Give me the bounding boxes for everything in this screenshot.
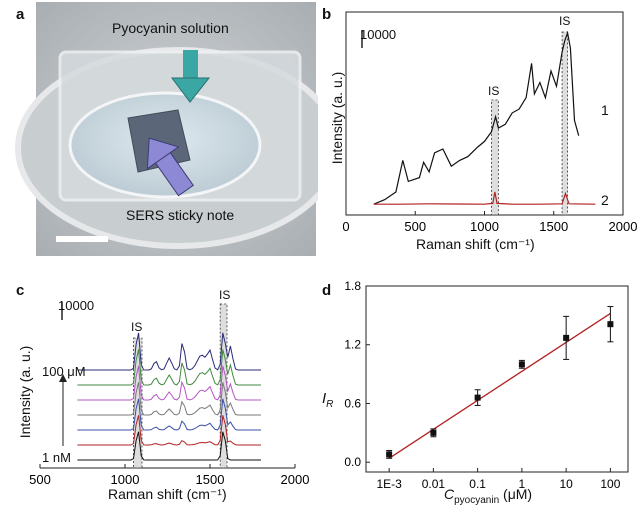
c-is-label-2: IS: [219, 288, 231, 302]
d-y-tick-label: 0.0: [344, 455, 361, 469]
c-series-line: [77, 349, 261, 386]
c-top-conc: 100 μM: [42, 364, 86, 379]
b-ylabel: Intensity (a. u.): [329, 71, 345, 165]
panel-c-label: c: [16, 282, 25, 299]
c-is-label-1: IS: [131, 320, 143, 334]
b-x-tick-label: 1000: [470, 219, 499, 234]
b-is-label-2: IS: [559, 14, 571, 28]
b-is-band: [491, 99, 499, 216]
b-is-label-1: IS: [488, 84, 500, 98]
b-series-line: [373, 191, 596, 205]
d-fit-line: [388, 312, 611, 459]
c-bottom-conc: 1 nM: [42, 450, 71, 465]
c-series-line: [77, 431, 261, 461]
c-series-line: [77, 365, 261, 401]
b-trace-label-2: 2: [601, 192, 609, 208]
d-x-tick-label: 1: [519, 477, 526, 491]
b-xlabel: Raman shift (cm⁻¹): [416, 236, 535, 252]
d-x-tick-label: 0.01: [422, 477, 446, 491]
c-scale-bar-label: 10000: [58, 298, 95, 313]
panel-d-label: d: [322, 282, 332, 299]
d-x-tick-label: 100: [600, 477, 620, 491]
c-series-line: [77, 415, 261, 446]
scale-bar: [56, 236, 108, 242]
b-series-line: [373, 30, 580, 205]
d-x-tick-label: 0.1: [469, 477, 486, 491]
c-ylabel: Intensity (a. u.): [17, 345, 33, 439]
chart-d: 1E-3 0.01 0.1 1 10 100 0.0 0.6 1.2 1.8: [344, 279, 629, 491]
c-series-line: [77, 332, 261, 371]
d-y-tick-label: 1.8: [344, 279, 361, 293]
c-xlabel: Raman shift (cm⁻¹): [108, 486, 227, 502]
d-x-tick-label: 10: [559, 477, 573, 491]
d-y-tick-label: 0.6: [344, 396, 361, 410]
d-ylabel-main: I: [322, 390, 327, 407]
d-plot-frame: [365, 285, 629, 473]
lavender-arrow-icon: [146, 137, 194, 197]
d-xlabel-sub: pyocyanin: [454, 494, 500, 506]
d-data-point: [563, 334, 570, 341]
panel-a: a Pyocyanin solution SERS st: [0, 0, 318, 258]
d-ylabel: IR: [322, 390, 333, 410]
d-data-point: [430, 429, 437, 436]
c-series-line: [77, 398, 261, 431]
sers-photo: [15, 2, 318, 256]
d-xlabel-unit: (μM): [499, 486, 533, 502]
chart-b: 0 500 1000 1500 2000: [342, 11, 638, 234]
d-x-tick-label: 1E-3: [376, 477, 402, 491]
panel-d: d 1E-3 0.01 0.1 1 10 100 0.0 0.6 1.2 1.8 IR Cpyoc…: [318, 258, 638, 509]
d-data-point: [518, 361, 525, 368]
d-data-point: [607, 321, 614, 328]
c-conc-arrowhead: [59, 374, 67, 382]
callout-sticky-note: SERS sticky note: [126, 207, 235, 223]
c-series-line: [77, 382, 261, 416]
d-xlabel-main: C: [444, 486, 455, 502]
panel-b-label: b: [322, 6, 332, 23]
callout-pyocyanin: Pyocyanin solution: [112, 20, 229, 36]
teal-arrow-icon: [171, 50, 211, 103]
b-x-tick-label: 0: [342, 219, 349, 234]
d-xlabel: Cpyocyanin (μM): [444, 486, 532, 506]
b-trace-label-1: 1: [601, 102, 609, 118]
b-is-band: [561, 31, 568, 216]
d-data-point: [474, 394, 481, 401]
b-scale-bar-label: 10000: [360, 27, 397, 42]
c-x-tick-label: 2000: [281, 472, 310, 487]
panel-c: c 500 1000 1500 2000 10000 IS IS 100 μM 1 n…: [0, 258, 318, 509]
d-data-point: [386, 451, 393, 458]
d-y-tick-label: 1.2: [344, 338, 361, 352]
b-x-tick-label: 2000: [609, 219, 638, 234]
chart-c: 500 1000 1500 2000: [29, 302, 310, 487]
b-plot-frame: [345, 11, 624, 216]
b-x-tick-label: 500: [404, 219, 426, 234]
panel-b: b 0 500 1000 1500 2000 10000 IS IS 1 2 Inten…: [318, 0, 638, 258]
c-x-tick-label: 500: [29, 472, 51, 487]
c-x-tick-label: 1500: [196, 472, 225, 487]
c-x-tick-label: 1000: [111, 472, 140, 487]
panel-a-label: a: [16, 6, 25, 23]
d-ylabel-sub: R: [326, 399, 334, 410]
b-x-tick-label: 1500: [539, 219, 568, 234]
